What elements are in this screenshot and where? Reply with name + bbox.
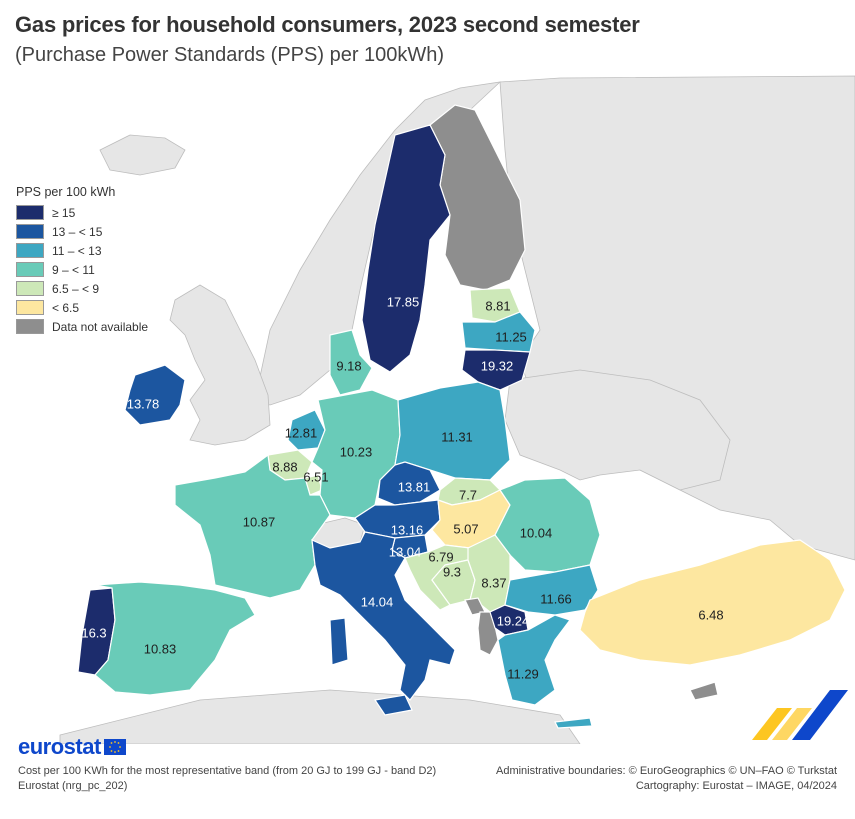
legend: PPS per 100 kWh ≥ 15 13 – < 15 11 – < 13 9 …	[16, 185, 148, 336]
credit-line-2: Cartography: Eurostat – IMAGE, 04/2024	[635, 780, 837, 792]
value-label-france: 10.87	[242, 514, 276, 530]
value-label-austria: 13.16	[390, 522, 424, 538]
background-land	[59, 75, 855, 744]
value-label-bulgaria: 11.66	[540, 591, 572, 607]
country-sardinia	[329, 617, 349, 666]
country-denmark	[329, 329, 373, 396]
legend-swatch	[16, 224, 44, 239]
eurostat-corner-mark	[752, 690, 848, 740]
country-greece	[497, 614, 571, 706]
legend-item: < 6.5	[16, 298, 148, 317]
value-label-czechia: 13.81	[397, 479, 431, 495]
legend-label: 11 – < 13	[52, 243, 102, 258]
value-label-greece: 11.29	[507, 666, 539, 682]
value-label-romania: 10.04	[519, 525, 553, 541]
legend-item: 11 – < 13	[16, 241, 148, 260]
country-crete	[554, 717, 593, 729]
value-label-poland: 11.31	[441, 429, 473, 445]
legend-swatch	[16, 300, 44, 315]
value-label-netherlands: 12.81	[284, 425, 318, 441]
country-bulgaria	[504, 564, 599, 616]
value-label-slovakia: 7.7	[458, 487, 478, 503]
legend-swatch	[16, 243, 44, 258]
legend-item: 6.5 – < 9	[16, 279, 148, 298]
country-latvia	[461, 311, 536, 353]
country-sicily	[373, 694, 413, 716]
value-label-estonia: 8.81	[485, 298, 511, 314]
legend-label: ≥ 15	[52, 205, 76, 220]
value-label-ireland: 13.78	[126, 396, 160, 412]
country-lithuania	[461, 349, 531, 391]
logo-text: eurostat	[18, 734, 101, 759]
eu-flag-icon	[103, 739, 126, 755]
value-label-serbia: 8.37	[481, 575, 507, 591]
footnote-line-1: Cost per 100 KWh for the most representa…	[18, 765, 437, 777]
footnote-source: Cost per 100 KWh for the most representa…	[18, 764, 436, 794]
footnote-line-2: Eurostat (nrg_pc_202)	[18, 780, 128, 792]
country-ireland	[124, 364, 186, 426]
value-label-denmark: 9.18	[336, 358, 362, 374]
legend-label: Data not available	[52, 319, 149, 334]
legend-item: 13 – < 15	[16, 222, 148, 241]
value-label-latvia: 11.25	[495, 329, 527, 345]
countries	[77, 104, 846, 729]
legend-swatch	[16, 262, 44, 277]
country-sweden	[361, 124, 451, 373]
legend-swatch	[16, 319, 44, 334]
legend-title: PPS per 100 kWh	[16, 185, 116, 199]
value-label-germany: 10.23	[339, 444, 373, 460]
legend-label: < 6.5	[52, 300, 80, 315]
chart-title: Gas prices for household consumers, 2023…	[15, 12, 640, 37]
country-turkiye	[579, 539, 846, 666]
value-label-croatia: 6.79	[428, 549, 454, 565]
legend-item: ≥ 15	[16, 203, 148, 222]
value-label-sweden: 17.85	[386, 294, 420, 310]
value-label-portugal: 16.3	[81, 625, 107, 641]
legend-label: 9 – < 11	[52, 262, 95, 277]
value-label-italy: 14.04	[360, 594, 394, 610]
legend-label: 6.5 – < 9	[52, 281, 100, 296]
legend-swatch	[16, 205, 44, 220]
value-label-slovenia: 13.04	[388, 544, 422, 560]
legend-item: Data not available	[16, 317, 148, 336]
country-italy	[311, 531, 456, 701]
value-label-hungary: 5.07	[453, 521, 479, 537]
legend-label: 13 – < 15	[52, 224, 103, 239]
credit-line-1: Administrative boundaries: © EuroGeograp…	[495, 765, 837, 777]
country-france	[174, 453, 331, 599]
value-label-lithuania: 19.32	[480, 358, 514, 374]
legend-item: 9 – < 11	[16, 260, 148, 279]
value-label-spain: 10.83	[143, 641, 177, 657]
legend-swatch	[16, 281, 44, 296]
europe-map	[59, 75, 855, 744]
country-cyprus	[689, 681, 719, 701]
country-spain	[94, 581, 256, 696]
value-label-luxembourg: 6.51	[303, 469, 329, 485]
value-label-north-macedonia: 19.24	[496, 613, 530, 629]
footnote-credits: Administrative boundaries: © EuroGeograp…	[496, 764, 837, 794]
value-label-belgium: 8.88	[272, 459, 298, 475]
chart-subtitle: (Purchase Power Standards (PPS) per 100k…	[15, 44, 445, 66]
value-label-t-rkiye: 6.48	[698, 607, 724, 623]
value-label-bosnia-and-herzegovina: 9.3	[442, 564, 462, 580]
eurostat-logo: eurostat	[18, 734, 126, 760]
